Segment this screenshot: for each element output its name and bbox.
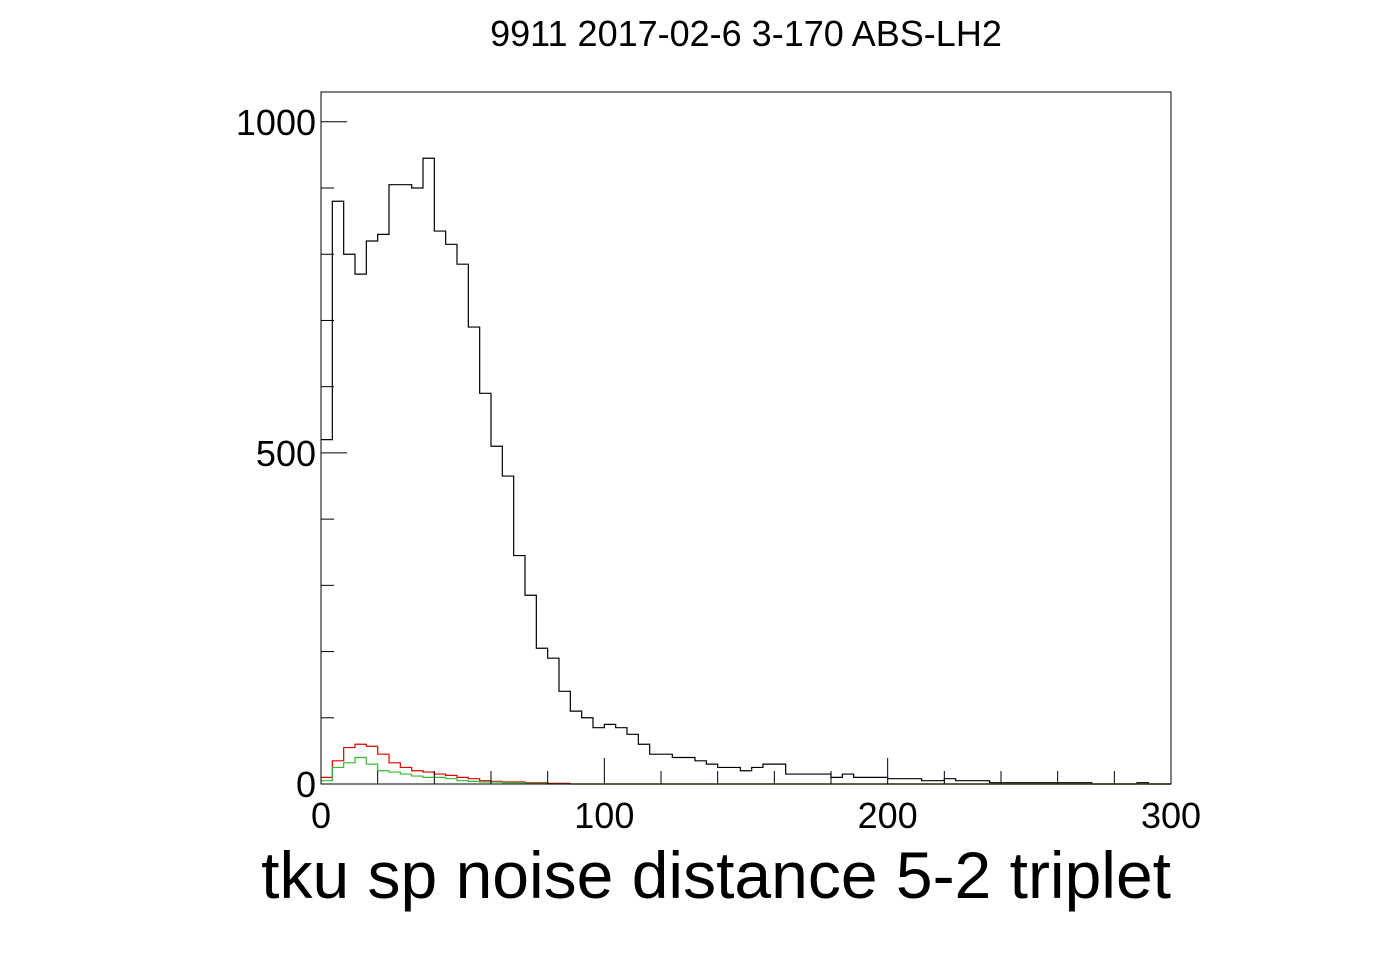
series-layer bbox=[321, 157, 1171, 785]
x-tick-label: 300 bbox=[1141, 795, 1201, 836]
x-tick-label: 0 bbox=[311, 795, 331, 836]
x-axis-label: tku sp noise distance 5-2 triplet bbox=[261, 838, 1171, 912]
axis-layer: 0 100 200 300 0 500 1000 bbox=[236, 102, 1201, 836]
histogram-series-2 bbox=[321, 743, 1171, 785]
plot-frame bbox=[320, 91, 1172, 785]
x-tick-label: 100 bbox=[574, 795, 634, 836]
histogram-series-1 bbox=[321, 157, 1171, 785]
y-tick-label: 1000 bbox=[236, 102, 316, 143]
x-tick-label: 200 bbox=[858, 795, 918, 836]
chart-title: 9911 2017-02-6 3-170 ABS-LH2 bbox=[490, 13, 1002, 54]
y-tick-label: 0 bbox=[296, 764, 316, 805]
y-tick-label: 500 bbox=[256, 433, 316, 474]
